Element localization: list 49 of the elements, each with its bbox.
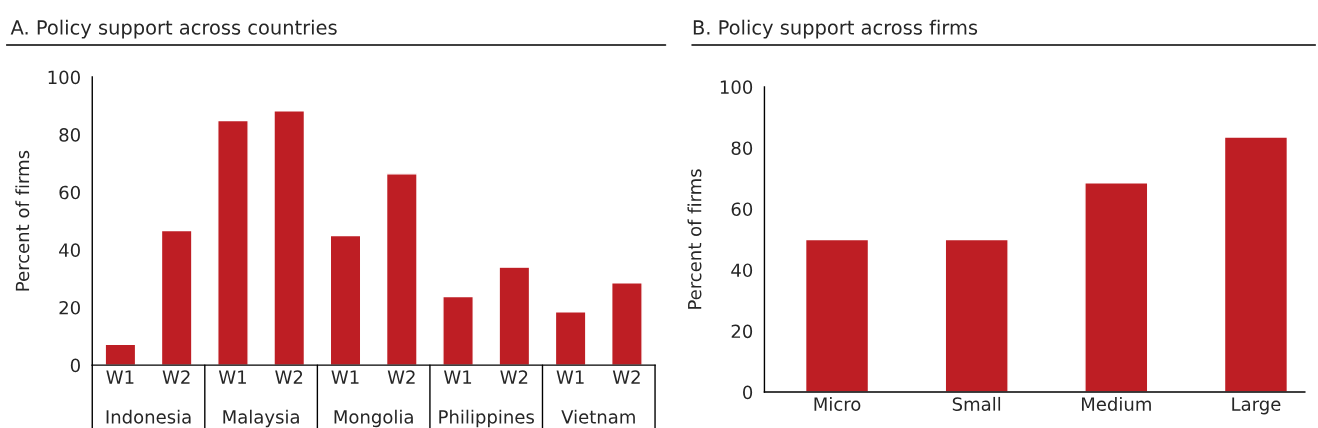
x-tick-label: Micro — [814, 396, 861, 411]
text: W1 — [218, 370, 246, 384]
chart-title: A. Policy support across countries — [10, 19, 337, 39]
chart-title: B. Policy support across firms — [693, 19, 978, 39]
y-tick-label: 20 — [59, 300, 80, 315]
bar — [442, 295, 474, 366]
x-tick-label: Philippines — [439, 409, 534, 428]
y-tick-label: 20 — [731, 324, 753, 339]
text: W1 — [556, 370, 584, 384]
bar — [554, 311, 587, 366]
y-tick-label: 0 — [743, 385, 753, 400]
bar — [1223, 136, 1289, 393]
text: W2 — [612, 370, 640, 384]
bar — [217, 119, 249, 366]
text: W1 — [331, 370, 359, 384]
x-tick-label: Small — [952, 396, 1001, 411]
x-tick-label: Malaysia — [223, 409, 299, 428]
text: W2 — [500, 370, 528, 384]
y-tick-label: 100 — [720, 80, 753, 94]
x-tick-label: Large — [1232, 397, 1281, 415]
bar — [329, 234, 362, 366]
y-axis-title: Percent of firms — [15, 150, 30, 291]
bar — [498, 266, 531, 366]
bar — [273, 110, 306, 366]
bar — [385, 173, 418, 366]
bar — [611, 282, 643, 366]
y-tick-label: 80 — [731, 141, 753, 156]
series-label: W2 — [162, 370, 190, 384]
bar — [104, 343, 137, 366]
bar — [804, 238, 870, 393]
y-tick-label: 40 — [731, 263, 753, 278]
series-label: W1 — [106, 370, 134, 384]
y-axis-title: Percent of firms — [687, 169, 702, 309]
y-tick-label: 80 — [59, 128, 80, 142]
y-tick-label: 60 — [59, 185, 80, 200]
y-tick-label: 60 — [731, 202, 753, 217]
x-tick-label: Mongolia — [334, 409, 413, 428]
text: W2 — [275, 370, 303, 384]
text: W2 — [387, 370, 415, 384]
bar — [160, 229, 193, 366]
y-tick-label: 100 — [48, 70, 80, 85]
x-tick-label: Vietnam — [561, 409, 635, 424]
bar — [1084, 182, 1149, 393]
text: W1 — [444, 370, 472, 384]
x-tick-label: Medium — [1081, 396, 1151, 411]
bar — [944, 238, 1009, 393]
y-tick-label: 40 — [59, 243, 80, 257]
x-tick-label: Indonesia — [106, 409, 191, 424]
y-tick-label: 0 — [70, 358, 80, 373]
